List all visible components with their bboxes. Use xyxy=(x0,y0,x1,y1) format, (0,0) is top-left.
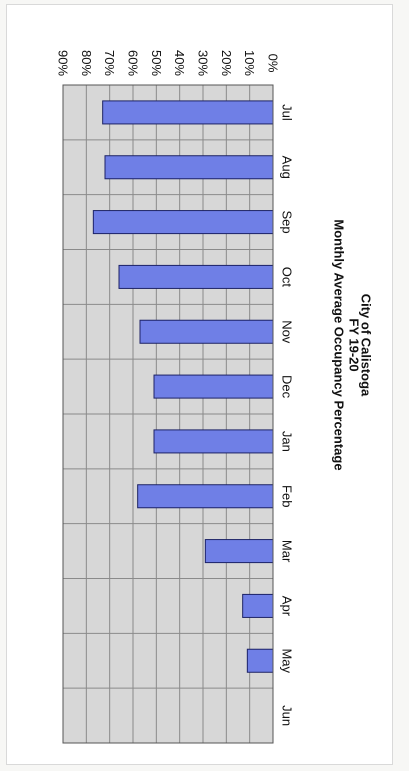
x-tick-label-dec: Dec xyxy=(280,375,295,399)
y-axis-ticks: 0% 10% 20% 30% 40% 50% 60% 70% 80% 90% xyxy=(56,50,281,76)
x-tick-label-aug: Aug xyxy=(280,156,295,179)
bar-mar xyxy=(204,539,274,564)
chart-title: City of Calistoga xyxy=(359,294,374,397)
x-tick-label-jun: Jun xyxy=(280,705,295,726)
bar-jul xyxy=(102,100,274,125)
x-tick-label-nov: Nov xyxy=(280,320,295,344)
chart-subtitle: FY 19-20 xyxy=(347,318,362,371)
bar-jan xyxy=(153,429,274,454)
y-tick-label: 80% xyxy=(79,50,94,76)
y-tick-label: 70% xyxy=(102,50,117,76)
x-tick-label-oct: Oct xyxy=(280,267,295,288)
x-tick-label-jan: Jan xyxy=(280,431,295,452)
y-tick-label: 0% xyxy=(266,54,281,73)
chart-subtitle-2: Monthly Average Occupancy Percentage xyxy=(332,219,347,470)
bar-oct xyxy=(118,264,274,289)
bar-dec xyxy=(153,374,274,399)
x-tick-label-apr: Apr xyxy=(280,596,295,617)
bar-apr xyxy=(242,593,274,618)
x-tick-label-jul: Jul xyxy=(280,104,295,121)
y-tick-label: 90% xyxy=(56,50,71,76)
chart-canvas: 0% 10% 20% 30% 40% 50% 60% 70% 80% 90% Jul Aug Sep O… xyxy=(56,50,374,744)
bar-may xyxy=(246,648,274,673)
bar-sep xyxy=(92,210,274,235)
y-tick-label: 60% xyxy=(126,50,141,76)
bars xyxy=(92,100,274,673)
plot-frame xyxy=(62,84,274,744)
y-tick-label: 10% xyxy=(242,50,257,76)
occupancy-chart: 0% 10% 20% 30% 40% 50% 60% 70% 80% 90% Jul Aug Sep O… xyxy=(21,15,381,755)
y-tick-label: 40% xyxy=(172,50,187,76)
chart-titles: City of Calistoga FY 19-20 Monthly Avera… xyxy=(332,219,374,470)
y-tick-label: 20% xyxy=(219,50,234,76)
y-tick-label: 50% xyxy=(149,50,164,76)
x-tick-label-mar: Mar xyxy=(280,540,295,563)
bar-feb xyxy=(137,484,274,509)
x-tick-label-may: May xyxy=(280,648,295,673)
scanned-page: 0% 10% 20% 30% 40% 50% 60% 70% 80% 90% Jul Aug Sep O… xyxy=(6,4,393,765)
bar-aug xyxy=(104,155,274,180)
x-axis-ticks: Jul Aug Sep Oct Nov Dec Jan Feb Mar Apr May Jun xyxy=(280,104,295,726)
bar-nov xyxy=(139,319,274,344)
plot-area xyxy=(62,84,274,744)
y-tick-label: 30% xyxy=(196,50,211,76)
x-tick-label-sep: Sep xyxy=(280,211,295,234)
x-tick-label-feb: Feb xyxy=(280,485,295,507)
